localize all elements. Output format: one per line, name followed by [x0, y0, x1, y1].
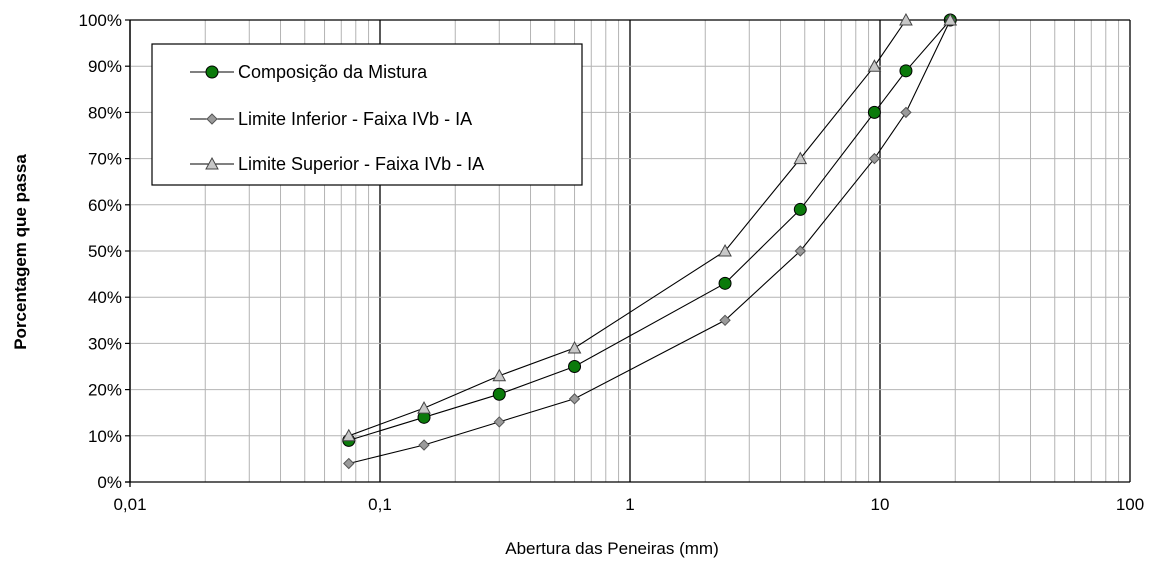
data-point-diamond: [418, 439, 430, 451]
y-tick-label: 90%: [88, 57, 122, 76]
x-tick-label: 0,01: [113, 495, 146, 514]
legend-entry: Limite Inferior - Faixa IVb - IA: [190, 109, 472, 129]
legend: Composição da Mistura Limite Inferior - F…: [151, 43, 583, 186]
data-point-triangle: [867, 59, 882, 72]
data-point-diamond: [868, 152, 881, 165]
data-point-triangle: [492, 368, 507, 382]
data-point-triangle: [341, 428, 356, 442]
data-point-circle: [899, 64, 913, 78]
legend-label: Limite Inferior - Faixa IVb - IA: [238, 109, 472, 129]
y-tick-label: 60%: [88, 196, 122, 215]
legend-box: [151, 43, 583, 186]
data-point-triangle: [943, 12, 958, 26]
y-tick-label: 80%: [88, 103, 122, 122]
x-tick-label: 100: [1116, 495, 1144, 514]
y-tick-label: 10%: [88, 427, 122, 446]
data-point-diamond: [206, 113, 218, 125]
data-point-diamond: [568, 393, 581, 405]
data-point-diamond: [900, 106, 912, 119]
data-point-triangle: [793, 151, 808, 165]
y-tick-label: 50%: [88, 242, 122, 261]
data-point-triangle: [205, 156, 219, 170]
x-tick-label: 10: [871, 495, 890, 514]
x-axis-title: Abertura das Peneiras (mm): [505, 539, 719, 558]
data-point-triangle: [567, 340, 582, 354]
x-tick-label: 1: [625, 495, 634, 514]
data-point-triangle: [718, 243, 732, 257]
y-tick-label: 100%: [79, 11, 122, 30]
data-point-circle: [492, 387, 506, 401]
y-tick-label: 20%: [88, 381, 122, 400]
data-point-diamond: [343, 457, 355, 470]
y-axis-title: Porcentagem que passa: [11, 154, 30, 350]
data-point-diamond: [794, 245, 807, 257]
y-tick-label: 30%: [88, 334, 122, 353]
data-point-triangle: [899, 12, 913, 26]
data-point-circle: [793, 202, 807, 216]
series-0: [342, 13, 957, 447]
y-tick-label: 40%: [88, 288, 122, 307]
data-point-circle: [718, 276, 732, 290]
data-point-circle: [568, 360, 582, 373]
legend-label: Composição da Mistura: [238, 62, 428, 82]
series: [341, 12, 958, 470]
legend-entry: Limite Superior - Faixa IVb - IA: [190, 154, 484, 174]
series-2: [341, 12, 958, 442]
data-point-diamond: [493, 416, 505, 428]
data-point-triangle: [417, 401, 431, 414]
x-tick-label: 0,1: [368, 495, 392, 514]
tick-labels: 0% 10% 20% 30% 40% 50% 60% 70% 80% 90% 100% 0,01 0,1…: [79, 11, 1145, 514]
data-point-circle: [867, 105, 881, 119]
y-tick-label: 70%: [88, 150, 122, 169]
y-tick-label: 0%: [97, 473, 122, 492]
axes: [125, 19, 1130, 487]
data-point-circle: [205, 65, 219, 79]
series-1: [343, 14, 956, 470]
data-point-diamond: [719, 314, 731, 327]
legend-entry: Composição da Mistura: [190, 62, 428, 82]
legend-label: Limite Superior - Faixa IVb - IA: [238, 154, 484, 174]
